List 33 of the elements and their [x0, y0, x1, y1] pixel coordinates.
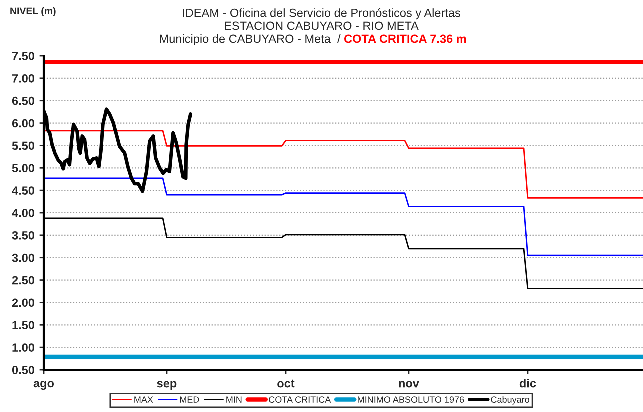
y-tick-label: 2.00	[12, 298, 34, 308]
y-tick-label: 7.00	[12, 74, 34, 83]
y-tick-label: 3.50	[12, 231, 34, 240]
y-tick-label: 1.50	[12, 321, 34, 330]
chart-subtitle: ESTACION CABUYARO - RIO META	[225, 22, 419, 30]
legend-label: COTA CRITICA	[269, 396, 332, 403]
legend-label: Cabuyaro	[491, 396, 530, 405]
y-tick-label: 5.50	[12, 142, 34, 150]
y-tick-label: 4.00	[12, 209, 34, 218]
legend-label: MED	[180, 396, 200, 403]
y-tick-label: 1.00	[12, 344, 34, 352]
legend-label: MINIMO ABSOLUTO 1976	[358, 396, 464, 403]
y-tick-label: 2.50	[12, 276, 34, 285]
x-tick-label: oct	[278, 380, 295, 388]
y-tick-label: 7.50	[12, 52, 34, 60]
y-tick-label: 6.00	[12, 119, 34, 128]
x-tick-label: sep	[157, 381, 177, 390]
y-axis-title: NIVEL (m)	[10, 7, 56, 17]
x-tick-label: nov	[399, 381, 420, 388]
text: Municipio de CABUYARO - Meta /	[160, 34, 341, 46]
x-tick-label: dic	[520, 379, 536, 388]
y-tick-label: 0.50	[12, 366, 34, 374]
x-tick-label: ago	[34, 381, 54, 390]
y-tick-label: 6.50	[12, 96, 34, 106]
text: COTA CRITICA 7.36 m	[344, 34, 466, 44]
chart-title: IDEAM - Oficina del Servicio de Pronósticos y Alertas	[183, 8, 461, 20]
y-tick-label: 3.00	[12, 254, 34, 262]
legend-label: MAX	[134, 396, 154, 403]
line-series	[44, 130, 643, 199]
legend-label: MIN	[226, 396, 242, 403]
y-tick-label: 5.00	[12, 164, 34, 173]
line-series	[44, 178, 643, 256]
y-tick-label: 4.50	[12, 186, 34, 195]
